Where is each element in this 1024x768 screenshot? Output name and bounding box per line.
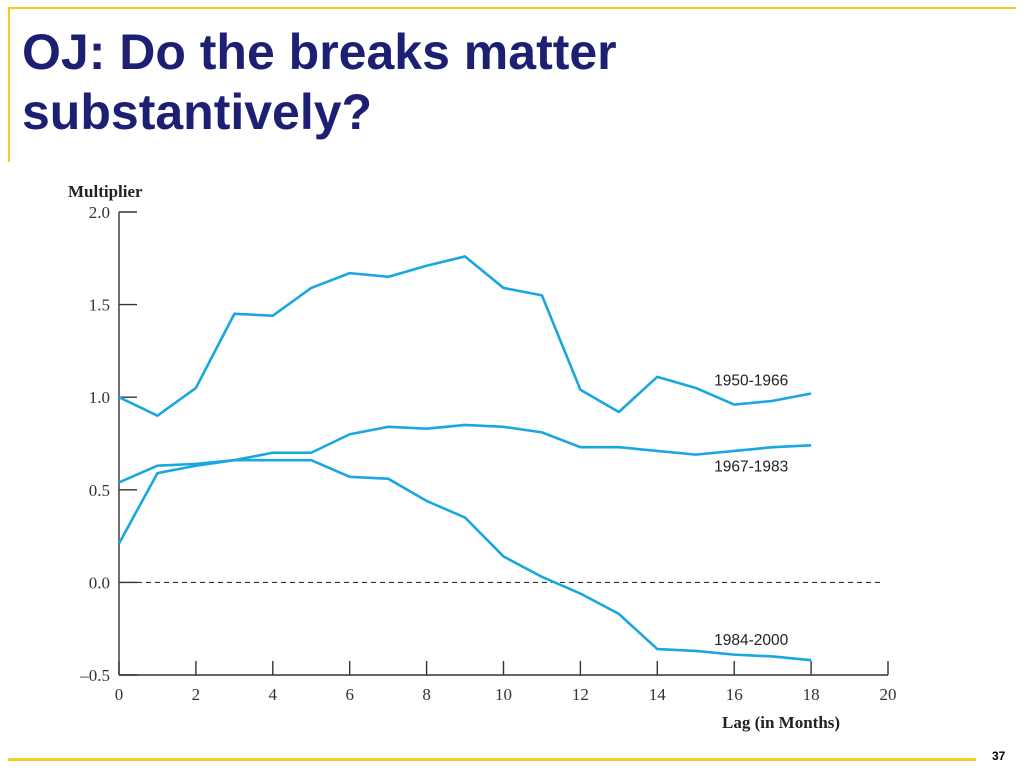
slide-title: OJ: Do the breaks matter substantively? — [22, 24, 617, 140]
x-tick-label: 6 — [345, 685, 354, 704]
slide-top-rule — [8, 7, 1016, 9]
series-label-1984-2000: 1984-2000 — [714, 632, 789, 649]
x-tick-label: 10 — [495, 685, 512, 704]
x-axis-label: Lag (in Months) — [722, 713, 840, 732]
series-line-1950-1966 — [118, 255, 812, 418]
slide-bottom-rule — [8, 758, 976, 761]
y-tick-label: 0.0 — [89, 573, 110, 592]
y-tick-label: –0.5 — [79, 666, 110, 685]
page-number: 37 — [992, 749, 1006, 763]
x-tick-label: 12 — [572, 685, 589, 704]
y-tick-label: 0.5 — [89, 481, 110, 500]
y-tick-label: 1.0 — [89, 388, 110, 407]
x-tick-label: 4 — [269, 685, 278, 704]
x-tick-label: 8 — [422, 685, 431, 704]
y-tick-label: 1.5 — [89, 296, 110, 315]
x-tick-label: 20 — [880, 685, 897, 704]
series-label-1967-1983: 1967-1983 — [714, 458, 788, 475]
x-tick-label: 0 — [115, 685, 124, 704]
y-tick-label: 2.0 — [89, 203, 110, 222]
x-tick-label: 2 — [192, 685, 201, 704]
series-line-1984-2000 — [118, 458, 812, 662]
series-label-1950-1966: 1950-1966 — [714, 372, 788, 389]
x-tick-label: 18 — [803, 685, 820, 704]
slide-left-rule — [8, 7, 10, 162]
x-tick-label: 14 — [649, 685, 667, 704]
y-axis-label: Multiplier — [68, 182, 143, 201]
x-tick-label: 16 — [726, 685, 743, 704]
series-line-1967-1983 — [117, 423, 812, 545]
